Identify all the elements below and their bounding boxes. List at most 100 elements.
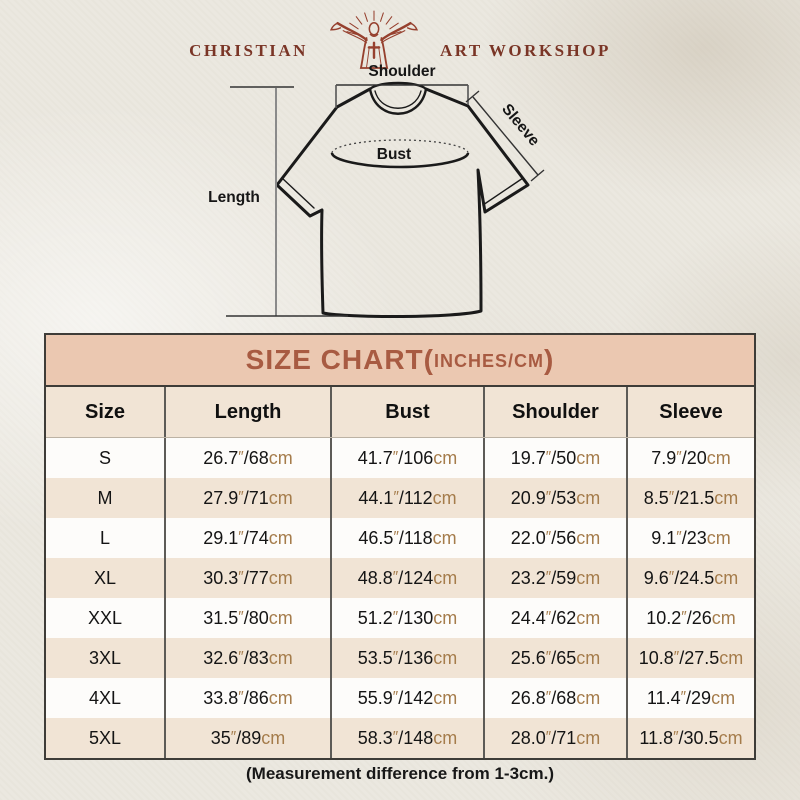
cm-suffix: cm xyxy=(268,487,293,508)
sleeve-measurement: 11.8 ″/30.5 cm xyxy=(628,718,754,758)
sleeve-measurement: 11.4 ″/29 cm xyxy=(628,678,754,718)
cm-suffix: cm xyxy=(433,727,458,748)
cm-suffix: cm xyxy=(706,447,731,468)
cm-value: 53 xyxy=(556,487,577,508)
cm-suffix: cm xyxy=(433,607,458,628)
column-header-shoulder: Shoulder xyxy=(485,387,628,437)
inches-value: 11.8 xyxy=(639,727,674,748)
inch-mark: ″ xyxy=(545,649,552,666)
cm-value: 62 xyxy=(556,607,577,628)
inch-mark: ″ xyxy=(545,569,552,586)
brand-text-right: ART WORKSHOP xyxy=(439,41,611,60)
separator: / xyxy=(398,527,404,548)
cm-value: 29 xyxy=(691,687,712,708)
cm-suffix: cm xyxy=(576,607,601,628)
inch-mark: ″ xyxy=(238,569,244,586)
inch-mark: ″ xyxy=(393,489,399,506)
inch-mark: ″ xyxy=(238,449,244,466)
inch-mark: ″ xyxy=(238,649,244,666)
cm-suffix: cm xyxy=(268,607,293,628)
cm-suffix: cm xyxy=(576,647,601,668)
inches-value: 26.8 xyxy=(510,687,546,708)
cm-value: 130 xyxy=(403,607,434,628)
table-row: M 27.9 ″/71 cm 44.1 ″/112 cm 20.9 ″/53 cm 8.5 ″/21.… xyxy=(46,478,754,518)
inch-mark: ″ xyxy=(238,689,244,706)
table-row: 4XL 33.8 ″/86 cm 55.9 ″/142 cm 26.8 ″/68 cm 11.4 ″ /… xyxy=(46,678,754,718)
cm-value: 106 xyxy=(403,447,434,468)
column-header-size: Size xyxy=(46,387,166,437)
inch-mark: ″ xyxy=(676,449,682,466)
inch-mark: ″ xyxy=(392,649,399,666)
table-row: 5XL 35 ″/89 cm 58.3 ″/148 cm 28.0 ″/71 cm 11.8 ″/30… xyxy=(46,718,754,758)
inch-mark: ″ xyxy=(545,529,552,546)
shoulder-label: Shoulder xyxy=(368,63,435,80)
inches-value: 19.7 xyxy=(510,447,546,468)
inch-mark: ″ xyxy=(545,489,552,506)
tshirt-measurement-diagram: Shoulder Length Sleeve Bust xyxy=(208,63,545,319)
cm-suffix: cm xyxy=(576,567,601,588)
separator: / xyxy=(243,567,249,588)
separator: / xyxy=(398,727,404,748)
inch-mark: ″ xyxy=(545,449,552,466)
inches-value: 28.0 xyxy=(510,727,546,748)
separator: / xyxy=(551,567,557,588)
separator: / xyxy=(681,527,687,548)
separator: / xyxy=(243,527,249,548)
cm-suffix: cm xyxy=(576,727,601,748)
cm-suffix: cm xyxy=(268,687,293,708)
cm-value: 89 xyxy=(241,727,262,748)
measurement-footnote: (Measurement difference from 1-3cm.) xyxy=(246,764,554,783)
bust-measurement: 41.7 ″/106 cm xyxy=(332,438,485,478)
inch-mark: ″ xyxy=(238,609,244,626)
inches-value: 25.6 xyxy=(510,647,546,668)
inches-value: 41.7 xyxy=(357,447,393,468)
cm-value: 27.5 xyxy=(684,647,720,668)
table-row: L 29.1 ″/74 cm 46.5 ″/118 cm 22.0 ″/56 cm 9.1 ″/23 c… xyxy=(46,518,754,558)
size-chart-title: SIZE CHART( xyxy=(245,344,434,375)
length-measurement: 32.6 ″/83 cm xyxy=(166,638,332,678)
separator: / xyxy=(686,687,692,708)
sleeve-label: Sleeve xyxy=(498,101,543,150)
size-chart-title-close: ) xyxy=(544,344,555,375)
inch-mark: ″ xyxy=(673,649,680,666)
cm-value: 74 xyxy=(248,527,269,548)
separator: / xyxy=(678,727,684,748)
inch-mark: ″ xyxy=(392,569,399,586)
cm-value: 148 xyxy=(403,727,434,748)
cm-value: 30.5 xyxy=(683,727,719,748)
cm-value: 142 xyxy=(403,687,434,708)
sleeve-measurement: 8.5 ″/21.5 cm xyxy=(628,478,754,518)
shoulder-measurement: 22.0 ″/56 cm xyxy=(485,518,628,558)
cm-suffix: cm xyxy=(432,487,457,508)
inch-mark: ″ xyxy=(393,529,399,546)
inch-mark: ″ xyxy=(392,729,399,746)
table-row: XXL 31.5 ″/80 cm 51.2 ″/130 cm 24.4 ″/62 cm 10.2 ″ /… xyxy=(46,598,754,638)
table-row: S 26.7 ″/68 cm 41.7 ″/106 cm 19.7 ″/50 cm 7.9 ″/20 c… xyxy=(46,438,754,478)
size-table-body: S 26.7 ″/68 cm 41.7 ″/106 cm 19.7 ″/50 cm 7.9 ″/20 c… xyxy=(46,438,754,758)
cm-suffix: cm xyxy=(576,487,601,508)
separator: / xyxy=(551,607,557,628)
size-value: M xyxy=(46,478,166,518)
cm-value: 86 xyxy=(248,687,269,708)
inches-value: 31.5 xyxy=(203,607,239,628)
length-measurement: 31.5 ″/80 cm xyxy=(166,598,332,638)
cm-suffix: cm xyxy=(714,487,739,508)
inches-value: 10.2 xyxy=(646,607,682,628)
inch-mark: ″ xyxy=(238,489,244,506)
inches-value: 35 xyxy=(210,727,231,748)
inches-value: 53.5 xyxy=(357,647,393,668)
cm-value: 77 xyxy=(248,567,269,588)
bust-measurement: 48.8 ″/124 cm xyxy=(332,558,485,598)
separator: / xyxy=(243,647,249,668)
separator: / xyxy=(551,447,557,468)
cm-suffix: cm xyxy=(261,727,286,748)
separator: / xyxy=(243,687,249,708)
separator: / xyxy=(243,447,249,468)
shoulder-measurement: 25.6 ″/65 cm xyxy=(485,638,628,678)
separator: / xyxy=(681,447,687,468)
length-measurement: 29.1 ″/74 cm xyxy=(166,518,332,558)
separator: / xyxy=(398,687,404,708)
inches-value: 22.0 xyxy=(510,527,546,548)
length-measurement: 30.3 ″/77 cm xyxy=(166,558,332,598)
cm-value: 83 xyxy=(248,647,269,668)
